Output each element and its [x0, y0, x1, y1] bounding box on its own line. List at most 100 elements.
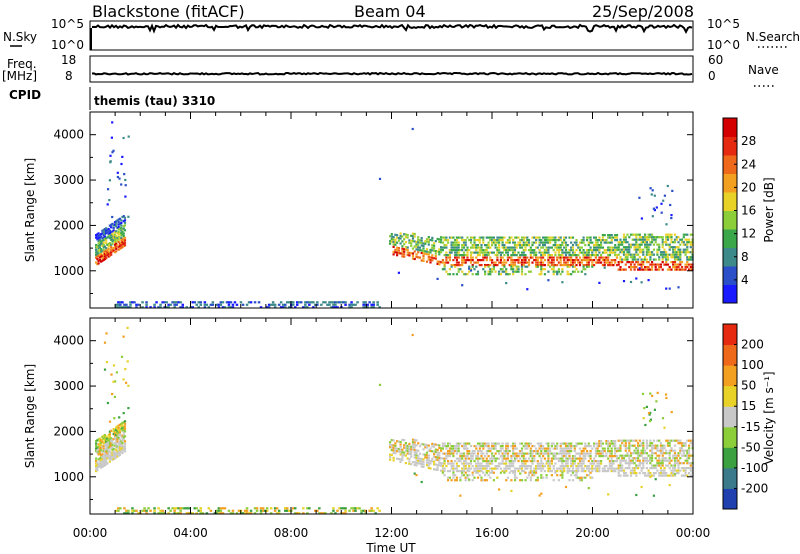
- scatter-cell: [117, 509, 120, 512]
- scatter-cell: [513, 455, 517, 458]
- scatter-cell: [651, 236, 654, 239]
- scatter-cell: [372, 301, 375, 304]
- scatter-cell: [121, 449, 124, 452]
- scatter-cell: [443, 462, 446, 465]
- scatter-cell: [489, 450, 492, 453]
- scatter-cell: [101, 229, 104, 232]
- scatter-cell: [113, 395, 116, 398]
- scatter-cell: [512, 249, 515, 252]
- scatter-cell: [550, 268, 553, 271]
- scatter-cell: [489, 460, 492, 463]
- scatter-cell: [408, 254, 411, 257]
- scatter-cell: [675, 459, 678, 462]
- scatter-cell: [543, 239, 546, 242]
- scatter-cell: [542, 256, 545, 259]
- scatter-cell: [673, 469, 677, 472]
- scatter-cell: [431, 457, 434, 460]
- scatter-cell: [468, 442, 471, 445]
- scatter-cell: [397, 450, 400, 453]
- scatter-cell: [505, 470, 508, 473]
- scatter-cell: [265, 306, 269, 309]
- scatter-cell: [658, 246, 661, 249]
- scatter-cell: [103, 434, 106, 437]
- scatter-cell: [552, 264, 555, 267]
- scatter-cell: [461, 455, 464, 458]
- scatter-cell: [601, 467, 604, 470]
- scatter-cell: [475, 244, 478, 247]
- scatter-cell: [461, 254, 464, 257]
- scatter-cell: [469, 445, 473, 448]
- scatter-cell: [96, 464, 99, 467]
- scatter-cell: [253, 512, 257, 515]
- scatter-cell: [494, 261, 497, 264]
- scatter-cell: [580, 251, 583, 254]
- scatter-cell: [390, 444, 393, 447]
- scatter-cell: [145, 306, 148, 309]
- scatter-cell: [638, 267, 641, 270]
- scatter-cell: [665, 472, 668, 475]
- scatter-cell: [680, 462, 684, 465]
- scatter-cell: [265, 509, 269, 512]
- scatter-cell: [515, 236, 518, 239]
- scatter-cell: [559, 246, 562, 249]
- scatter-cell: [614, 239, 617, 242]
- scatter-cell: [524, 249, 527, 252]
- scatter-cell: [600, 440, 603, 443]
- scatter-cell: [505, 450, 508, 453]
- scatter-cell: [526, 288, 529, 291]
- scatter-cell: [181, 306, 184, 309]
- scatter-cell: [689, 251, 692, 254]
- colorbar-tick-label: 16: [741, 204, 756, 218]
- scatter-cell: [589, 452, 592, 455]
- scatter-cell: [116, 450, 119, 453]
- scatter-cell: [621, 261, 624, 264]
- scatter-cell: [491, 259, 494, 262]
- scatter-cell: [580, 261, 583, 264]
- scatter-cell: [436, 260, 439, 263]
- scatter-cell: [587, 249, 590, 252]
- scatter-cell: [97, 254, 100, 257]
- scatter-cell: [113, 221, 117, 224]
- scatter-cell: [648, 413, 651, 416]
- scatter-cell: [418, 462, 422, 465]
- scatter-cell: [533, 455, 536, 458]
- scatter-cell: [310, 301, 313, 304]
- scatter-cell: [120, 447, 123, 450]
- scatter-cell: [219, 301, 223, 304]
- scatter-cell: [121, 155, 124, 158]
- scatter-cell: [577, 467, 580, 470]
- scatter-cell: [535, 471, 538, 474]
- scatter-cell: [103, 250, 106, 253]
- scatter-cell: [652, 439, 655, 442]
- scatter-cell: [471, 457, 474, 460]
- scatter-cell: [538, 452, 541, 455]
- scatter-cell: [538, 264, 541, 267]
- scatter-cell: [462, 445, 466, 448]
- scatter-cell: [635, 246, 638, 249]
- scatter-cell: [510, 268, 513, 271]
- scatter-cell: [434, 456, 437, 459]
- scatter-cell: [571, 251, 575, 254]
- scatter-cell: [557, 268, 560, 271]
- scatter-cell: [626, 439, 629, 442]
- scatter-cell: [100, 250, 103, 253]
- scatter-cell: [468, 249, 471, 252]
- scatter-cell: [473, 236, 476, 239]
- scatter-cell: [475, 239, 478, 242]
- scatter-cell: [105, 239, 108, 242]
- scatter-cell: [177, 507, 180, 510]
- scatter-cell: [654, 472, 657, 475]
- scatter-cell: [462, 447, 466, 450]
- scatter-cell: [689, 246, 692, 249]
- scatter-cell: [117, 226, 120, 229]
- scatter-cell: [593, 249, 596, 252]
- scatter-cell: [123, 507, 126, 510]
- scatter-cell: [656, 447, 659, 450]
- scatter-cell: [666, 238, 670, 241]
- scatter-cell: [108, 242, 111, 245]
- scatter-cell: [269, 512, 273, 515]
- scatter-cell: [452, 264, 455, 267]
- scatter-cell: [116, 445, 119, 448]
- scatter-cell: [686, 266, 689, 269]
- scatter-cell: [219, 507, 223, 510]
